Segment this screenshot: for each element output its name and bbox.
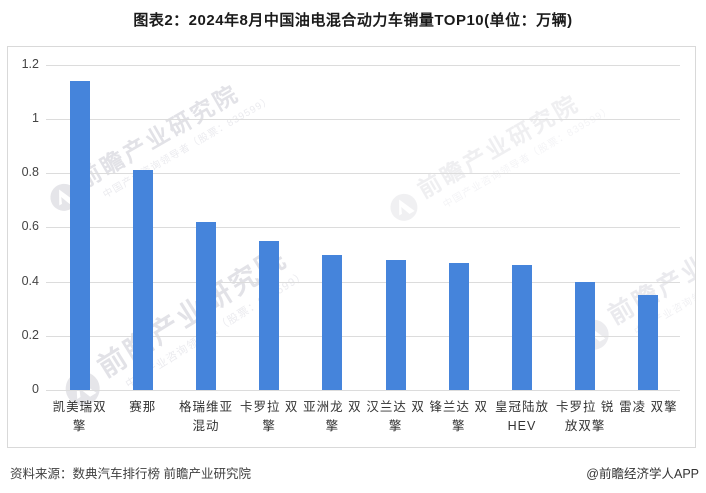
bar-汉兰达双擎 — [385, 259, 406, 390]
y-gridline — [46, 173, 680, 175]
bar-卡罗拉双擎 — [259, 240, 280, 390]
bar-亚洲龙双擎 — [322, 254, 343, 390]
y-gridline — [46, 390, 680, 391]
x-category-label: 卡罗拉 锐 放双擎 — [555, 400, 615, 433]
x-category-label: 汉兰达 双 擎 — [366, 400, 425, 433]
x-category-label: 锋兰达 双 擎 — [429, 400, 489, 433]
source-note: 资料来源：数典汽车排行榜 前瞻产业研究院 — [10, 467, 251, 481]
y-tick-label: 1 — [32, 111, 39, 125]
y-tick-label: 0.2 — [21, 327, 39, 342]
watermark-subtitle-text: 中国产业咨询领导者（股票：839599） — [441, 104, 615, 211]
bar-皇冠陆放HEV — [512, 265, 532, 390]
chart-area: 前瞻产业研究院 中国产业咨询领导者（股票：839599） 前瞻产业研究院 中国产… — [7, 46, 696, 448]
bar-卡罗拉锐放双擎 — [575, 281, 596, 390]
watermark-texts: 前瞻产业研究院 中国产业咨询领导者（股票：839599） — [410, 72, 614, 218]
y-gridline — [46, 335, 680, 337]
bar-格瑞维亚混动 — [196, 221, 216, 390]
chart-title: 图表2：2024年8月中国油电混合动力车销量TOP10(单位：万辆) — [133, 12, 573, 29]
x-category-label: 格瑞维亚 混动 — [178, 400, 233, 433]
watermark-texts: 前瞻产业研究院 中国产业咨询领导者（股票：839599） — [70, 62, 274, 208]
bar-锋兰达双擎 — [448, 262, 469, 390]
y-gridline — [46, 227, 680, 229]
watermark-brand-text: 前瞻产业研究院 — [413, 89, 584, 204]
x-category-label: 凯美瑞双 擎 — [52, 400, 107, 433]
y-gridline — [46, 281, 680, 283]
y-tick-label: 0.4 — [21, 273, 39, 288]
x-category-label: 亚洲龙 双 擎 — [303, 400, 362, 433]
watermark-brand-text: 前瞻产业研究院 — [73, 79, 244, 194]
x-category-label: 皇冠陆放 HEV — [494, 400, 549, 433]
y-tick-label: 1.2 — [21, 56, 39, 71]
x-category-label: 雷凌 双擎 — [619, 400, 678, 414]
x-category-label: 赛那 — [129, 400, 157, 414]
bar-凯美瑞双擎 — [69, 81, 90, 390]
qianzhan-watermark: 前瞻产业研究院 中国产业咨询领导者（股票：839599） — [380, 72, 614, 236]
watermark-subtitle-text: 中国产业咨询领导者（股票：839599） — [101, 94, 275, 201]
y-tick-label: 0.8 — [21, 165, 39, 180]
credit-note: @前瞻经济学人APP — [586, 467, 699, 481]
x-category-label: 卡罗拉 双 擎 — [239, 400, 299, 433]
y-gridline — [46, 64, 680, 66]
bar-雷凌双擎 — [638, 295, 659, 390]
bar-赛那 — [132, 170, 153, 390]
y-tick-label: 0.6 — [21, 219, 39, 234]
qianzhan-logo-icon — [385, 188, 423, 226]
y-tick-label: 0 — [32, 382, 39, 396]
y-gridline — [46, 119, 680, 120]
